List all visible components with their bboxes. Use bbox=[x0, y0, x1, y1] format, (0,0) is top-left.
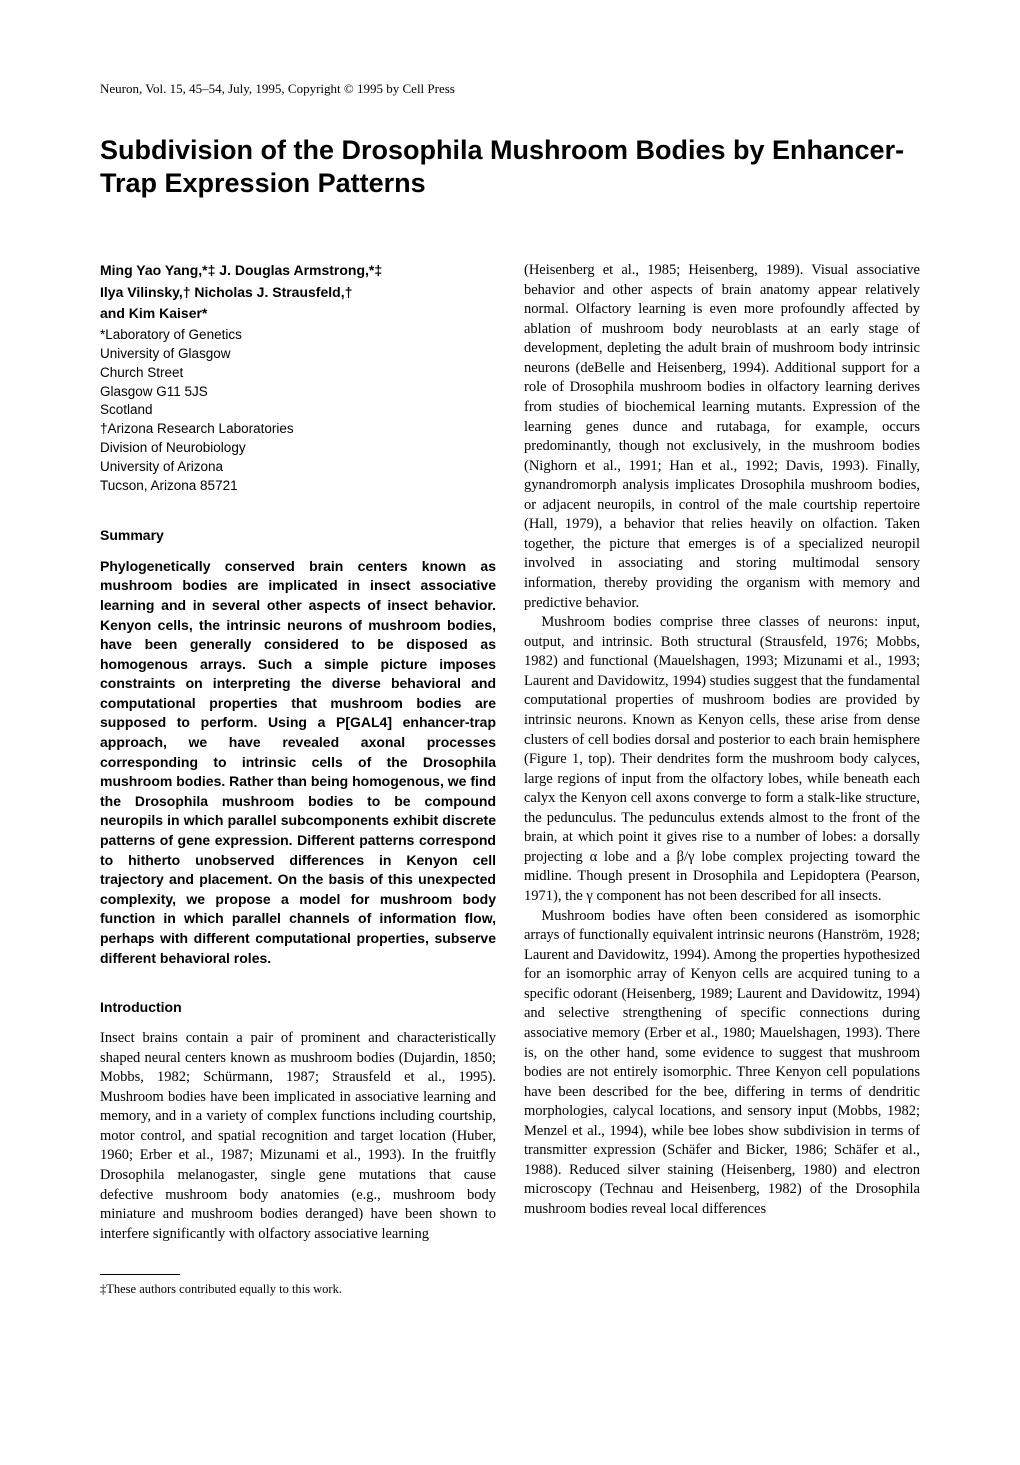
article-title: Subdivision of the Drosophila Mushroom B… bbox=[100, 134, 920, 202]
introduction-heading: Introduction bbox=[100, 998, 496, 1017]
body-paragraph: Mushroom bodies comprise three classes o… bbox=[524, 613, 920, 906]
affiliation-line: Church Street bbox=[100, 364, 496, 383]
intro-paragraph: Insect brains contain a pair of prominen… bbox=[100, 1029, 496, 1244]
authors-line-3: and Kim Kaiser* bbox=[100, 304, 496, 324]
journal-header: Neuron, Vol. 15, 45–54, July, 1995, Copy… bbox=[100, 80, 920, 98]
right-column: (Heisenberg et al., 1985; Heisenberg, 19… bbox=[524, 261, 920, 1298]
left-column: Ming Yao Yang,*‡ J. Douglas Armstrong,*‡… bbox=[100, 261, 496, 1298]
footnote-text: ‡These authors contributed equally to th… bbox=[100, 1281, 496, 1298]
affiliation-line: *Laboratory of Genetics bbox=[100, 326, 496, 345]
affiliation-line: Glasgow G11 5JS bbox=[100, 383, 496, 402]
two-column-layout: Ming Yao Yang,*‡ J. Douglas Armstrong,*‡… bbox=[100, 261, 920, 1298]
affiliation-line: †Arizona Research Laboratories bbox=[100, 420, 496, 439]
body-paragraph: Mushroom bodies have often been consider… bbox=[524, 907, 920, 1220]
authors-line-1: Ming Yao Yang,*‡ J. Douglas Armstrong,*‡ bbox=[100, 261, 496, 281]
affiliation-line: Division of Neurobiology bbox=[100, 439, 496, 458]
footnote-rule bbox=[100, 1274, 180, 1275]
affiliation-line: Scotland bbox=[100, 401, 496, 420]
affiliation-line: University of Arizona bbox=[100, 458, 496, 477]
intro-body: Insect brains contain a pair of prominen… bbox=[100, 1029, 496, 1244]
affiliation-line: Tucson, Arizona 85721 bbox=[100, 477, 496, 496]
summary-text: Phylogenetically conserved brain centers… bbox=[100, 557, 496, 968]
body-paragraph: (Heisenberg et al., 1985; Heisenberg, 19… bbox=[524, 261, 920, 613]
affiliation-line: University of Glasgow bbox=[100, 345, 496, 364]
summary-heading: Summary bbox=[100, 526, 496, 545]
authors-line-2: Ilya Vilinsky,† Nicholas J. Strausfeld,† bbox=[100, 283, 496, 303]
